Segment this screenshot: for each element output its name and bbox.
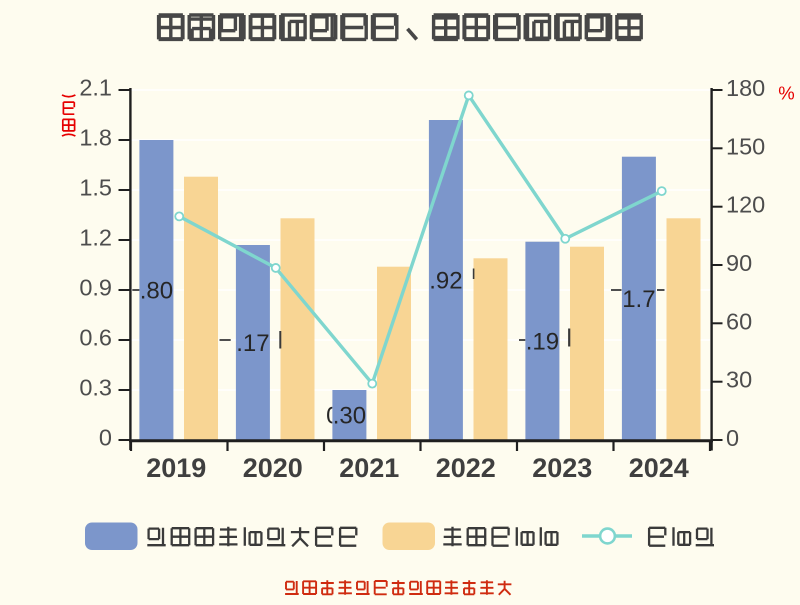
svg-text:1.5: 1.5 — [79, 175, 112, 201]
svg-text:0: 0 — [326, 403, 339, 430]
svg-text:1.7: 1.7 — [622, 286, 655, 313]
svg-text:0.6: 0.6 — [79, 325, 112, 351]
svg-text:2019: 2019 — [146, 453, 206, 483]
svg-text:.17: .17 — [236, 330, 269, 357]
svg-text:2020: 2020 — [243, 453, 303, 483]
svg-text:1.8: 1.8 — [79, 125, 112, 151]
svg-text:2021: 2021 — [339, 453, 399, 483]
svg-text:0.3: 0.3 — [79, 375, 112, 401]
svg-text:120: 120 — [726, 192, 765, 218]
svg-text:60: 60 — [726, 308, 752, 334]
svg-text:2023: 2023 — [532, 453, 592, 483]
svg-text:.80: .80 — [140, 278, 173, 305]
svg-text:150: 150 — [726, 133, 765, 159]
svg-text:30: 30 — [726, 367, 752, 393]
svg-text:90: 90 — [726, 250, 752, 276]
svg-text:%: % — [778, 83, 794, 104]
svg-text:.19: .19 — [526, 328, 559, 355]
svg-text:2.1: 2.1 — [79, 75, 112, 101]
svg-text:.30: .30 — [333, 403, 366, 430]
svg-text:1.2: 1.2 — [79, 225, 112, 251]
svg-text:0: 0 — [99, 425, 112, 451]
svg-text:2022: 2022 — [436, 453, 496, 483]
svg-text:180: 180 — [726, 75, 765, 101]
svg-text:0.9: 0.9 — [79, 275, 112, 301]
svg-text:2024: 2024 — [629, 453, 689, 483]
svg-text:0: 0 — [726, 425, 739, 451]
svg-text:.92: .92 — [429, 268, 462, 295]
